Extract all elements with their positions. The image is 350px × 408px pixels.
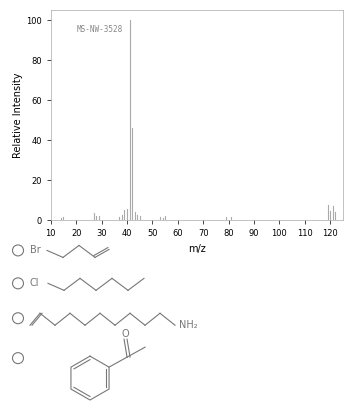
- Text: O: O: [121, 329, 129, 339]
- X-axis label: m/z: m/z: [188, 244, 206, 254]
- Text: NH₂: NH₂: [179, 320, 198, 330]
- Text: Cl: Cl: [30, 278, 40, 288]
- Text: MS-NW-3528: MS-NW-3528: [77, 25, 123, 34]
- Text: Br: Br: [30, 246, 41, 255]
- Y-axis label: Relative Intensity: Relative Intensity: [13, 73, 23, 158]
